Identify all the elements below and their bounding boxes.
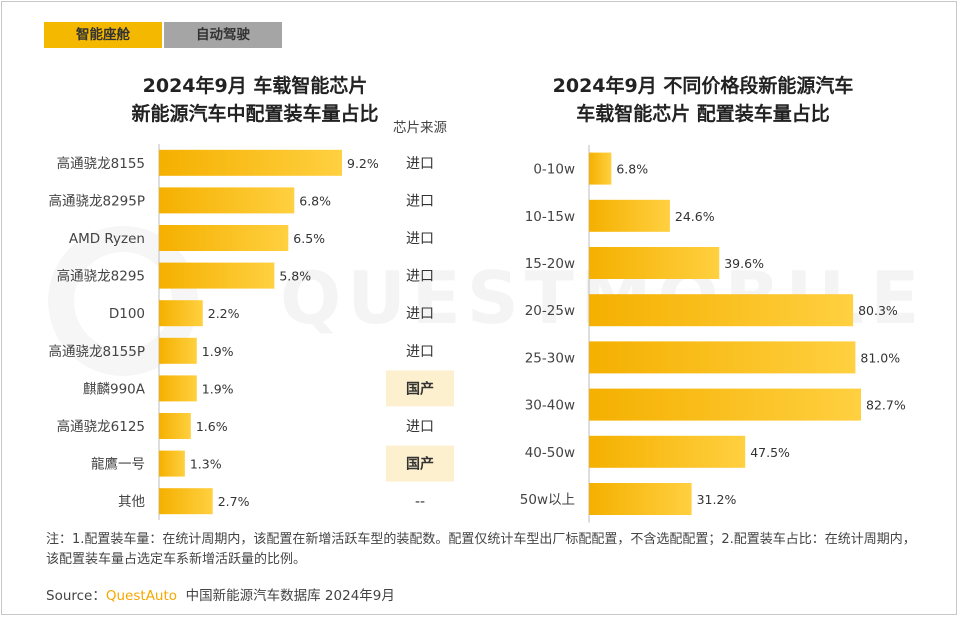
category-label: 龍鷹一号 <box>91 456 145 473</box>
source-value: 国产 <box>406 380 434 397</box>
value-label: 1.9% <box>202 344 234 359</box>
category-label: 麒麟990A <box>83 381 146 397</box>
tab-autonomous-driving[interactable]: 自动驾驶 <box>164 22 282 48</box>
bar <box>159 413 191 439</box>
value-label: 47.5% <box>750 445 790 460</box>
category-label: 高通骁龙8295P <box>49 192 146 209</box>
source-value: 进口 <box>406 419 434 435</box>
value-label: 31.2% <box>697 492 737 507</box>
bar <box>159 337 197 364</box>
chart-title-line: 车载智能芯片 配置装车量占比 <box>576 103 830 125</box>
bar <box>159 488 213 515</box>
category-label: 0-10w <box>533 162 575 178</box>
bar <box>159 225 289 251</box>
category-label: 50w以上 <box>520 492 575 508</box>
tab-smart-cockpit[interactable]: 智能座舱 <box>44 22 162 48</box>
footnote: 注：1.配置装车量：在统计周期内，该配置在新增活跃车型的装配数。配置仅统计车型出… <box>46 532 916 567</box>
bar <box>159 300 203 327</box>
category-label: 高通骁龙8155 <box>57 155 145 172</box>
value-label: 2.7% <box>218 494 250 509</box>
bar <box>159 149 342 176</box>
category-label: AMD Ryzen <box>69 231 145 247</box>
source-value: -- <box>415 494 425 510</box>
value-label: 6.8% <box>616 162 648 177</box>
value-label: 39.6% <box>724 256 764 271</box>
bar <box>589 388 861 421</box>
chart-title-line: 2024年9月 车载智能芯片 <box>142 75 368 97</box>
source-value: 进口 <box>406 156 434 172</box>
category-label: 其他 <box>118 494 145 510</box>
source-brand: QuestAuto <box>105 588 178 604</box>
bar <box>589 247 720 279</box>
category-label: 30-40w <box>525 398 575 414</box>
chart-title-line: 新能源汽车中配置装车量占比 <box>131 103 379 125</box>
source-text: 中国新能源汽车数据库 2024年9月 <box>185 588 395 604</box>
bar <box>589 341 856 374</box>
value-label: 9.2% <box>347 156 379 171</box>
source-value: 进口 <box>406 306 434 322</box>
source-column-header: 芯片来源 <box>393 120 447 136</box>
bar <box>159 187 295 214</box>
value-label: 81.0% <box>860 350 900 365</box>
bar <box>159 375 197 402</box>
bar <box>589 483 692 515</box>
value-label: 1.6% <box>196 419 228 434</box>
bar <box>589 294 854 327</box>
source-value: 进口 <box>406 231 434 247</box>
category-label: D100 <box>109 306 145 322</box>
category-label: 15-20w <box>525 256 575 272</box>
right-chart: 0-10w 6.8% 10-15w 24.6% 15-20w 39.6% 20-25w 80.… <box>520 145 906 523</box>
source-value: 进口 <box>406 193 434 209</box>
value-label: 1.9% <box>202 381 234 396</box>
value-label: 6.5% <box>293 231 325 246</box>
bar <box>159 262 275 289</box>
bar <box>589 199 670 232</box>
value-label: 5.8% <box>279 269 311 284</box>
category-label: 25-30w <box>525 350 575 366</box>
domestic-highlight <box>386 445 454 482</box>
value-label: 82.7% <box>866 398 906 413</box>
source-value: 进口 <box>406 269 434 285</box>
category-label: 高通骁龙8155P <box>49 343 146 360</box>
source-value: 进口 <box>406 344 434 360</box>
value-label: 1.3% <box>190 457 222 472</box>
bar <box>589 152 612 185</box>
bar <box>589 435 746 468</box>
value-label: 24.6% <box>675 209 715 224</box>
value-label: 2.2% <box>208 306 240 321</box>
category-label: 高通骁龙6125 <box>57 418 145 435</box>
source-line: Source：QuestAuto 中国新能源汽车数据库 2024年9月 <box>46 584 395 604</box>
category-label: 20-25w <box>525 303 575 319</box>
right-chart-title: 2024年9月 不同价格段新能源汽车 车载智能芯片 配置装车量占比 <box>478 72 928 128</box>
source-label: Source： <box>46 588 106 604</box>
category-label: 10-15w <box>525 209 575 225</box>
domestic-highlight <box>386 370 454 407</box>
category-label: 40-50w <box>525 445 575 461</box>
category-label: 高通骁龙8295 <box>57 268 145 285</box>
chart-title-line: 2024年9月 不同价格段新能源汽车 <box>552 75 854 97</box>
value-label: 6.8% <box>299 193 331 208</box>
tab-bar: 智能座舱 自动驾驶 <box>44 22 282 48</box>
left-chart-title: 2024年9月 车载智能芯片 新能源汽车中配置装车量占比 <box>60 72 450 128</box>
value-label: 80.3% <box>858 303 898 318</box>
bar <box>159 450 185 477</box>
source-value: 国产 <box>406 456 434 473</box>
